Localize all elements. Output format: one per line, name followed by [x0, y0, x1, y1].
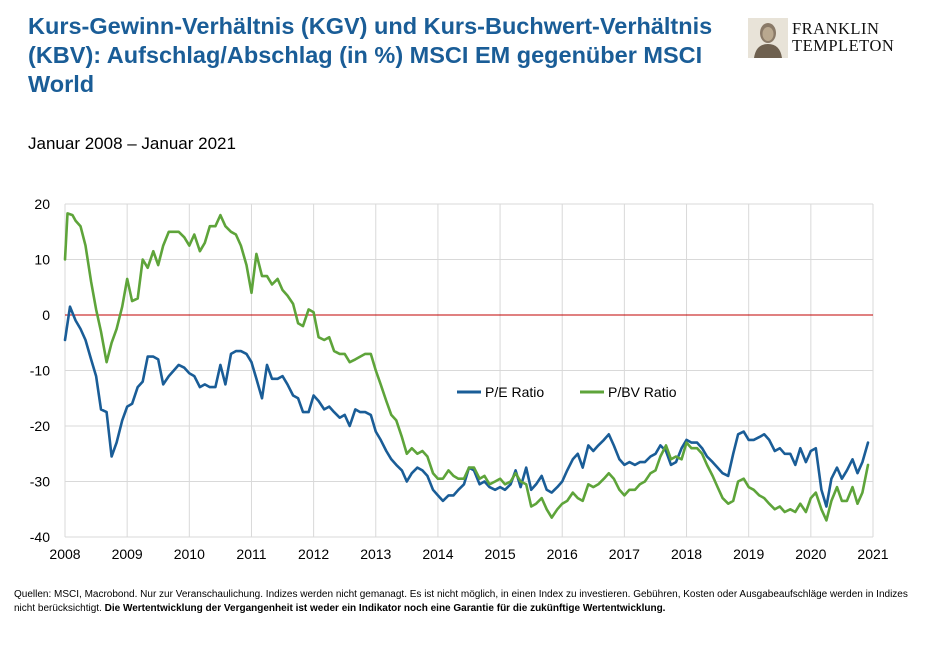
- x-axis: 2008 2009 2010 2011 2012 2013 2014 2015 2016 2017…: [49, 546, 888, 562]
- y-tick-label: 10: [34, 252, 50, 268]
- legend-label: P/BV Ratio: [608, 384, 677, 400]
- x-tick-label: 2020: [795, 546, 826, 562]
- y-tick-label: -40: [30, 529, 50, 545]
- x-tick-label: 2013: [360, 546, 391, 562]
- series-line-pbv-ratio: [63, 212, 870, 522]
- x-tick-label: 2014: [422, 546, 453, 562]
- footnote-disclaimer: Die Wertentwicklung der Vergangenheit is…: [104, 603, 666, 614]
- y-axis: 20 10 0 -10 -20 -30 -40: [30, 196, 50, 545]
- footnote-text: Quellen: MSCI, Macrobond. Nur zur Verans…: [14, 589, 908, 614]
- portrait-seal-icon: [748, 18, 788, 58]
- x-tick-label: 2021: [857, 546, 888, 562]
- x-tick-label: 2008: [49, 546, 80, 562]
- x-tick-label: 2009: [112, 546, 143, 562]
- y-tick-label: -10: [30, 363, 50, 379]
- x-tick-label: 2015: [484, 546, 515, 562]
- y-tick-label: -30: [30, 474, 50, 490]
- x-tick-label: 2016: [547, 546, 578, 562]
- series-line-pe-ratio: [63, 305, 870, 508]
- x-tick-label: 2019: [733, 546, 764, 562]
- y-tick-label: 20: [34, 196, 50, 212]
- footnote: Quellen: MSCI, Macrobond. Nur zur Verans…: [14, 588, 909, 616]
- chart-title: Kurs-Gewinn-Verhältnis (KGV) und Kurs-Bu…: [28, 13, 713, 97]
- chart-series: [63, 212, 870, 522]
- logo-line-1: FRANKLIN: [792, 19, 880, 38]
- logo-line-2: TEMPLETON: [792, 36, 895, 55]
- chart-subtitle: Januar 2008 – Januar 2021: [28, 134, 236, 153]
- x-tick-label: 2012: [298, 546, 329, 562]
- y-tick-label: -20: [30, 418, 50, 434]
- x-tick-label: 2010: [174, 546, 205, 562]
- y-tick-label: 0: [42, 307, 50, 323]
- chart-legend: P/E Ratio P/BV Ratio: [457, 384, 677, 400]
- x-tick-label: 2018: [671, 546, 702, 562]
- x-tick-label: 2011: [236, 546, 266, 562]
- chart-grid: [64, 203, 874, 538]
- legend-label: P/E Ratio: [485, 384, 544, 400]
- x-tick-label: 2017: [609, 546, 640, 562]
- franklin-templeton-logo: FRANKLIN TEMPLETON: [748, 18, 913, 58]
